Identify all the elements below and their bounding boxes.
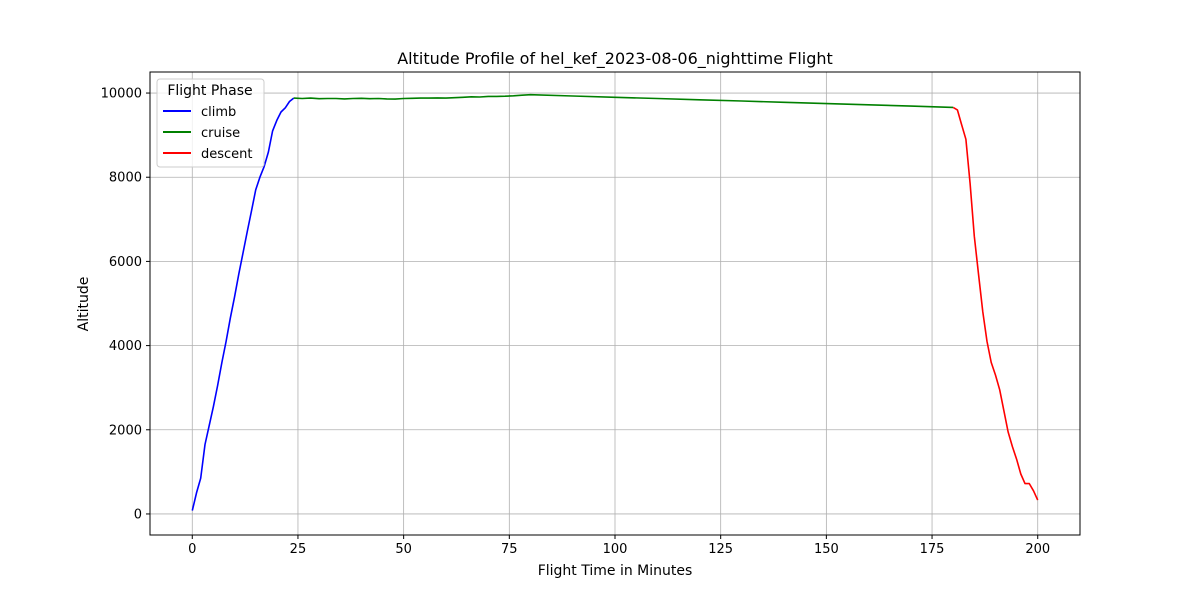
chart-title: Altitude Profile of hel_kef_2023-08-06_n…: [397, 49, 833, 69]
legend-box: [156, 78, 265, 168]
legend: Flight Phase climb cruise descent: [156, 78, 265, 168]
legend-items: climb cruise descent: [163, 105, 253, 162]
legend-label-climb: climb: [201, 105, 236, 120]
x-tick-label: 100: [603, 542, 628, 557]
x-tick-label: 150: [814, 542, 839, 557]
y-tick-label: 4000: [109, 339, 142, 354]
x-tick-label: 0: [188, 542, 196, 557]
y-tick-label: 8000: [109, 171, 142, 186]
y-tick-label: 2000: [109, 423, 142, 438]
y-tick-label: 10000: [101, 87, 142, 102]
plot-area: 0 25 50 75 100 125 150 175 200020004000600080001…: [101, 71, 1081, 557]
x-tick-label: 200: [1025, 542, 1050, 557]
x-tick-label: 25: [290, 542, 307, 557]
y-tick-label: 6000: [109, 255, 142, 270]
y-axis-label: Altitude: [76, 277, 92, 332]
series-line-climb: [191, 97, 295, 511]
x-tick-label: 125: [708, 542, 733, 557]
series-line-descent: [952, 106, 1039, 501]
x-tick-label: 175: [920, 542, 945, 557]
series-line-cruise: [293, 93, 954, 109]
x-tick-label: 50: [395, 542, 412, 557]
x-tick-label: 75: [501, 542, 518, 557]
x-axis-label: Flight Time in Minutes: [538, 563, 693, 579]
legend-title: Flight Phase: [167, 83, 252, 99]
legend-label-cruise: cruise: [201, 126, 240, 141]
y-tick-label: 0: [134, 507, 142, 522]
legend-label-descent: descent: [201, 147, 253, 162]
